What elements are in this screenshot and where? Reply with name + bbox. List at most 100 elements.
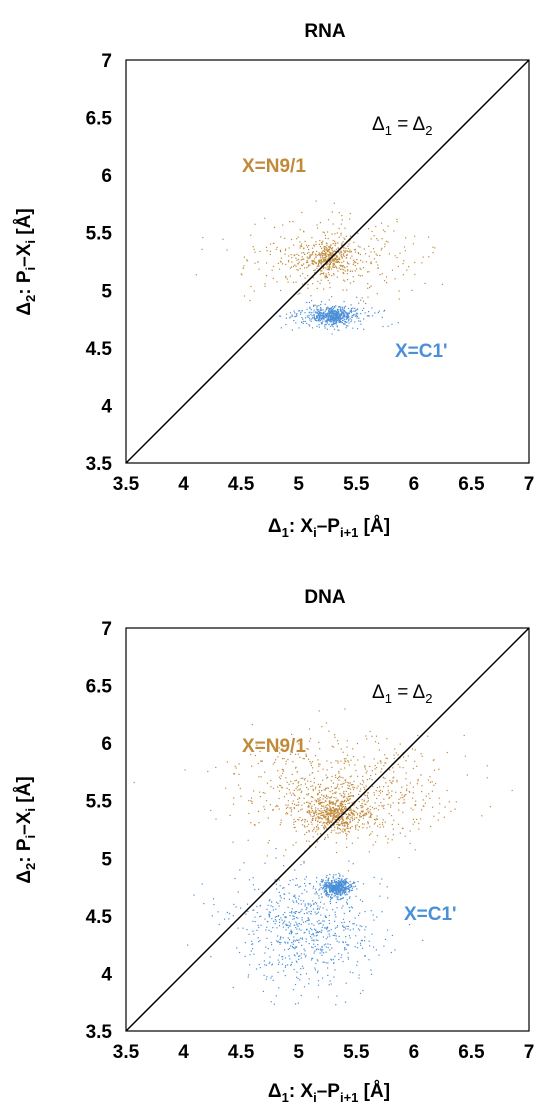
scatter-point [364, 954, 366, 957]
scatter-point [318, 324, 320, 326]
scatter-point [326, 886, 328, 889]
scatter-point [235, 906, 237, 908]
scatter-point [343, 822, 346, 824]
scatter-point [397, 802, 400, 804]
scatter-point [331, 255, 333, 257]
scatter-point [343, 266, 345, 268]
scatter-point [335, 878, 337, 880]
scatter-point [323, 805, 325, 807]
scatter-point [273, 226, 276, 228]
scatter-point [391, 934, 393, 937]
scatter-point [343, 306, 345, 308]
scatter-point [298, 743, 300, 745]
scatter-point [333, 305, 335, 308]
scatter-point [264, 285, 266, 287]
scatter-point [327, 787, 330, 789]
scatter-point [362, 900, 364, 902]
scatter-point [306, 261, 308, 264]
scatter-point [311, 808, 313, 810]
scatter-point [324, 943, 327, 945]
scatter-point [347, 798, 349, 800]
scatter-point [306, 786, 308, 788]
scatter-point [275, 883, 277, 885]
scatter-point [335, 250, 337, 252]
scatter-point [348, 802, 350, 804]
scatter-point [334, 808, 337, 810]
scatter-point [329, 312, 331, 314]
scatter-point [327, 306, 329, 308]
scatter-point [292, 879, 294, 881]
scatter-point [323, 259, 325, 261]
scatter-point [390, 804, 392, 806]
scatter-point [326, 807, 328, 809]
scatter-point [328, 821, 330, 823]
scatter-point [327, 884, 329, 886]
scatter-point [312, 277, 314, 279]
scatter-point [357, 262, 359, 265]
scatter-point [325, 823, 328, 825]
scatter-point [367, 792, 369, 794]
scatter-point [313, 244, 315, 246]
scatter-point [399, 766, 401, 768]
scatter-point [341, 244, 343, 246]
scatter-point [296, 315, 298, 317]
scatter-point [333, 811, 335, 813]
scatter-point [358, 826, 360, 828]
scatter-point [352, 882, 354, 885]
scatter-point [322, 798, 324, 800]
scatter-point [340, 801, 342, 803]
scatter-point [304, 905, 306, 907]
scatter-point [329, 265, 331, 267]
scatter-point [327, 268, 329, 270]
scatter-point [381, 238, 383, 240]
scatter-point [343, 893, 345, 895]
scatter-point [327, 258, 329, 260]
scatter-point [333, 320, 336, 322]
scatter-point [335, 266, 337, 268]
scatter-point [344, 822, 347, 824]
scatter-point [272, 763, 274, 765]
scatter-point [348, 891, 350, 893]
scatter-point [339, 319, 341, 321]
scatter-point [352, 276, 354, 278]
scatter-point [329, 935, 331, 937]
scatter-point [333, 321, 335, 323]
scatter-point [344, 796, 346, 798]
scatter-point [299, 979, 301, 981]
scatter-point [374, 822, 376, 824]
scatter-point [332, 817, 334, 819]
scatter-point [311, 262, 313, 264]
scatter-point [371, 307, 373, 309]
scatter-point [359, 912, 361, 914]
scatter-point [284, 966, 286, 968]
scatter-point [341, 786, 343, 788]
scatter-point [330, 786, 332, 788]
scatter-point [348, 935, 351, 937]
scatter-point [433, 815, 435, 817]
scatter-point [340, 895, 342, 897]
scatter-point [313, 309, 315, 311]
scatter-point [316, 317, 318, 319]
scatter-point [341, 268, 343, 270]
scatter-point [317, 931, 319, 934]
scatter-point [328, 889, 330, 891]
scatter-point [312, 819, 314, 822]
scatter-point [212, 898, 215, 900]
scatter-point [326, 255, 328, 257]
scatter-point [340, 768, 342, 770]
scatter-point [321, 316, 323, 318]
scatter-point [438, 768, 440, 770]
scatter-point [320, 817, 322, 819]
scatter-point [345, 883, 347, 885]
scatter-point [243, 295, 246, 297]
scatter-point [308, 911, 310, 913]
scatter-point [292, 915, 294, 917]
scatter-point [279, 315, 282, 317]
scatter-point [294, 264, 296, 266]
scatter-point [337, 810, 339, 812]
scatter-point [298, 958, 300, 960]
scatter-point [337, 811, 339, 813]
scatter-point [359, 790, 361, 792]
scatter-point [344, 886, 346, 888]
scatter-point [369, 765, 371, 767]
